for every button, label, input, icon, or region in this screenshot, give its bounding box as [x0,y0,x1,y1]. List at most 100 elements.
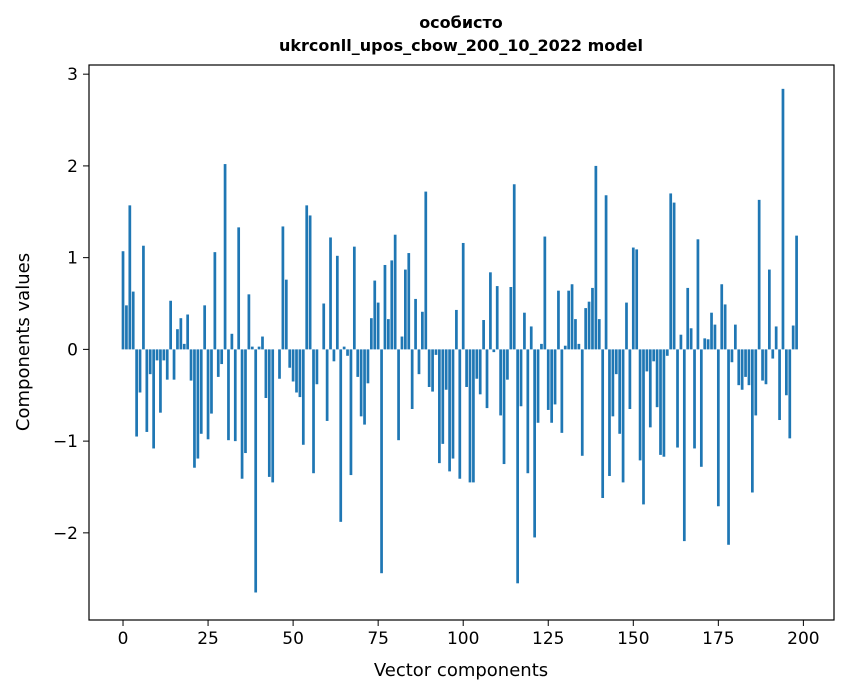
bar-143 [608,349,611,476]
bar-103 [472,349,475,483]
bar-104 [475,349,479,379]
bar-162 [672,202,676,350]
bar-151 [635,249,639,350]
bar-167 [689,328,693,350]
x-tick-label: 0 [118,629,129,649]
bar-52 [298,349,302,398]
bar-72 [366,349,370,384]
bar-128 [557,290,560,350]
bar-21 [193,349,196,468]
bar-12 [162,349,166,361]
bar-71 [363,349,366,425]
bar-152 [638,349,642,461]
bar-19 [186,314,190,350]
plot-frame [88,64,835,621]
bar-56 [312,349,315,474]
bar-120 [529,326,533,350]
bar-155 [648,349,652,428]
bar-124 [543,236,547,350]
bar-114 [509,287,513,350]
bar-73 [369,318,373,350]
bar-50 [291,349,295,382]
bar-197 [791,325,795,350]
bar-142 [604,195,608,350]
bar-144 [611,349,615,417]
x-tick-label: 200 [787,629,819,649]
bar-65 [342,346,346,350]
bar-24 [203,305,207,350]
bar-107 [485,349,489,409]
bar-43 [267,349,271,477]
bar-170 [699,349,703,467]
bar-1 [125,305,128,350]
bar-80 [393,234,397,350]
bar-4 [135,349,138,437]
bar-122 [536,349,540,423]
bar-26 [210,349,213,414]
bar-179 [730,349,734,363]
bar-135 [580,349,584,456]
bar-series [121,88,798,593]
bar-175 [716,349,720,507]
bar-193 [778,349,781,421]
y-tick-label: −2 [53,524,78,544]
bar-108 [489,272,492,350]
bar-123 [540,343,543,350]
bar-38 [250,346,254,350]
bar-146 [618,349,622,434]
bar-148 [625,302,628,350]
bar-102 [468,349,472,483]
bar-169 [696,239,700,350]
bar-39 [254,349,258,593]
bar-138 [591,287,594,350]
bar-173 [710,312,713,350]
bar-48 [284,279,288,350]
bar-89 [424,191,428,350]
bar-55 [308,215,312,350]
bar-198 [795,235,798,350]
bar-53 [301,349,305,445]
y-tick-label: 3 [67,65,78,85]
bar-182 [740,349,744,390]
bar-98 [455,309,458,350]
bar-29 [220,349,224,365]
bar-82 [400,336,404,350]
bar-159 [662,349,666,457]
bar-34 [237,227,241,350]
bar-22 [196,349,200,459]
x-tick-label: 125 [532,629,564,649]
bar-117 [519,349,523,407]
bar-121 [533,349,536,538]
bar-153 [642,349,645,505]
bar-75 [376,302,380,350]
bar-127 [553,349,557,405]
bar-112 [502,349,506,465]
bar-15 [172,349,176,380]
bar-185 [751,349,754,493]
bar-165 [682,349,686,542]
bar-37 [247,294,251,350]
bar-99 [458,349,462,479]
bar-5 [138,349,142,393]
bar-93 [438,349,441,464]
x-tick-label: 100 [447,629,479,649]
bar-110 [495,286,499,350]
x-tick-label: 175 [702,629,734,649]
bar-125 [546,349,550,410]
bar-84 [407,253,411,350]
bar-11 [159,349,162,413]
bar-85 [410,349,414,410]
bar-194 [781,88,785,350]
bar-134 [577,343,581,350]
bar-35 [240,349,244,479]
bar-33 [233,349,237,442]
bar-147 [621,349,625,483]
bar-66 [346,349,349,356]
bar-30 [223,164,227,350]
bar-156 [652,349,656,362]
bar-61 [329,237,332,350]
bar-81 [397,349,400,441]
bar-149 [628,349,632,410]
bar-76 [380,349,383,574]
